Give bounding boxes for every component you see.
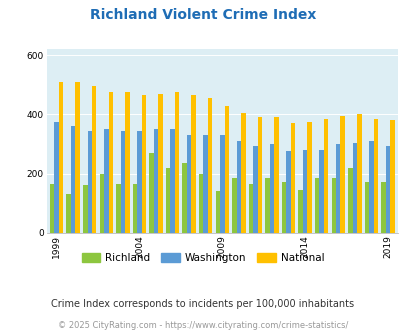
Bar [248, 184, 253, 233]
Bar [319, 150, 323, 233]
Bar [347, 168, 352, 233]
Bar [232, 178, 236, 233]
Bar [132, 184, 137, 233]
Bar [203, 135, 207, 233]
Bar [99, 174, 104, 233]
Bar [290, 123, 294, 233]
Legend: Richland, Washington, National: Richland, Washington, National [77, 249, 328, 267]
Bar [149, 153, 153, 233]
Bar [307, 122, 311, 233]
Text: Richland Violent Crime Index: Richland Violent Crime Index [90, 8, 315, 22]
Bar [236, 141, 241, 233]
Bar [286, 151, 290, 233]
Bar [75, 82, 80, 233]
Bar [50, 184, 54, 233]
Bar [182, 163, 186, 233]
Bar [380, 182, 385, 233]
Bar [224, 106, 228, 233]
Bar [71, 126, 75, 233]
Bar [364, 182, 368, 233]
Bar [269, 144, 273, 233]
Bar [335, 144, 340, 233]
Bar [352, 143, 356, 233]
Bar [257, 117, 262, 233]
Bar [340, 116, 344, 233]
Bar [170, 129, 175, 233]
Bar [356, 115, 360, 233]
Bar [220, 135, 224, 233]
Bar [273, 117, 278, 233]
Bar [116, 184, 120, 233]
Bar [59, 82, 63, 233]
Bar [385, 146, 389, 233]
Bar [153, 129, 158, 233]
Bar [54, 122, 59, 233]
Bar [186, 135, 191, 233]
Bar [314, 178, 319, 233]
Bar [104, 129, 108, 233]
Bar [368, 141, 373, 233]
Bar [120, 131, 125, 233]
Bar [323, 119, 328, 233]
Bar [389, 120, 394, 233]
Bar [83, 185, 87, 233]
Bar [175, 92, 179, 233]
Bar [281, 182, 286, 233]
Bar [241, 113, 245, 233]
Bar [125, 92, 129, 233]
Bar [373, 119, 377, 233]
Text: Crime Index corresponds to incidents per 100,000 inhabitants: Crime Index corresponds to incidents per… [51, 299, 354, 309]
Bar [108, 92, 113, 233]
Bar [253, 146, 257, 233]
Bar [207, 98, 212, 233]
Bar [302, 150, 307, 233]
Bar [198, 174, 203, 233]
Bar [166, 168, 170, 233]
Bar [137, 131, 141, 233]
Bar [87, 131, 92, 233]
Bar [191, 95, 195, 233]
Bar [92, 86, 96, 233]
Bar [141, 95, 146, 233]
Bar [215, 191, 220, 233]
Bar [298, 190, 302, 233]
Bar [66, 194, 71, 233]
Bar [158, 94, 162, 233]
Bar [331, 178, 335, 233]
Bar [264, 178, 269, 233]
Text: © 2025 CityRating.com - https://www.cityrating.com/crime-statistics/: © 2025 CityRating.com - https://www.city… [58, 321, 347, 330]
